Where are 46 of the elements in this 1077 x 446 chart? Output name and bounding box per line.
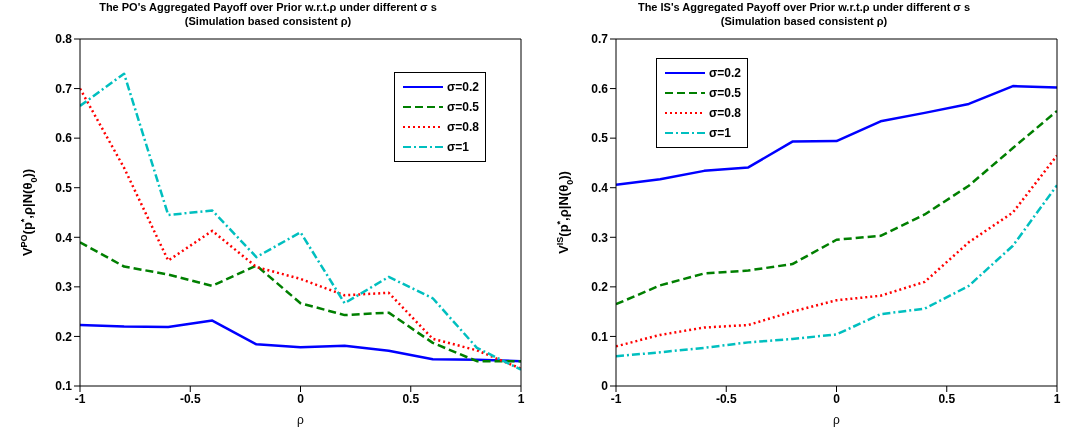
line-series xyxy=(616,154,1057,348)
line-series xyxy=(616,183,1057,358)
legend-label: σ=0.5 xyxy=(447,100,479,114)
legend-label: σ=0.2 xyxy=(447,80,479,94)
chart-subtitle: (Simulation based consistent ρ) xyxy=(183,14,353,28)
x-tick-label: -0.5 xyxy=(179,391,201,406)
y-tick-label: 0.8 xyxy=(55,32,73,47)
y-tick-label: 0.1 xyxy=(591,329,609,344)
line-series xyxy=(80,240,521,363)
y-tick-label: 0.2 xyxy=(55,329,73,344)
legend-label: σ=0.5 xyxy=(709,86,741,100)
y-tick-label: 0.2 xyxy=(591,280,609,295)
x-axis-title: ρ xyxy=(833,413,841,427)
x-tick-label: 0 xyxy=(833,391,841,406)
y-tick-label: 0.3 xyxy=(591,230,609,245)
x-tick-label: 1 xyxy=(517,391,525,406)
y-tick-label: 0.7 xyxy=(55,81,73,96)
x-tick-label: 0 xyxy=(297,391,305,406)
x-tick-label: -1 xyxy=(74,391,86,406)
chart-title: The PO's Aggregated Payoff over Prior w.r.t.ρ under different σ s xyxy=(98,0,438,14)
x-tick-label: -1 xyxy=(610,391,622,406)
line-series xyxy=(80,319,521,363)
line-series xyxy=(616,109,1057,306)
y-tick-label: 0.1 xyxy=(55,379,73,394)
y-tick-label: 0.6 xyxy=(55,131,73,146)
y-tick-label: 0.4 xyxy=(55,230,73,245)
x-tick-label: -0.5 xyxy=(715,391,737,406)
y-tick-label: 0.5 xyxy=(591,131,609,146)
x-tick-label: 0.5 xyxy=(402,391,420,406)
y-tick-label: 0.4 xyxy=(591,180,609,195)
chart-title: The IS's Aggregated Payoff over Prior w.r.t.ρ under different σ s xyxy=(636,0,972,14)
legend-label: σ=1 xyxy=(709,126,731,140)
legend-label: σ=1 xyxy=(447,140,469,154)
y-tick-label: 0.3 xyxy=(55,280,73,295)
y-tick-label: 0.5 xyxy=(55,180,73,195)
line-series xyxy=(616,84,1057,186)
x-axis-title: ρ xyxy=(297,413,305,427)
legend-label: σ=0.8 xyxy=(447,120,479,134)
x-tick-label: 0.5 xyxy=(938,391,956,406)
y-tick-label: 0 xyxy=(601,379,609,394)
y-tick-label: 0.7 xyxy=(591,32,609,47)
legend-label: σ=0.8 xyxy=(709,106,741,120)
y-tick-label: 0.6 xyxy=(591,81,609,96)
legend-label: σ=0.2 xyxy=(709,66,741,80)
x-tick-label: 1 xyxy=(1053,391,1061,406)
chart-subtitle: (Simulation based consistent ρ) xyxy=(719,14,889,28)
